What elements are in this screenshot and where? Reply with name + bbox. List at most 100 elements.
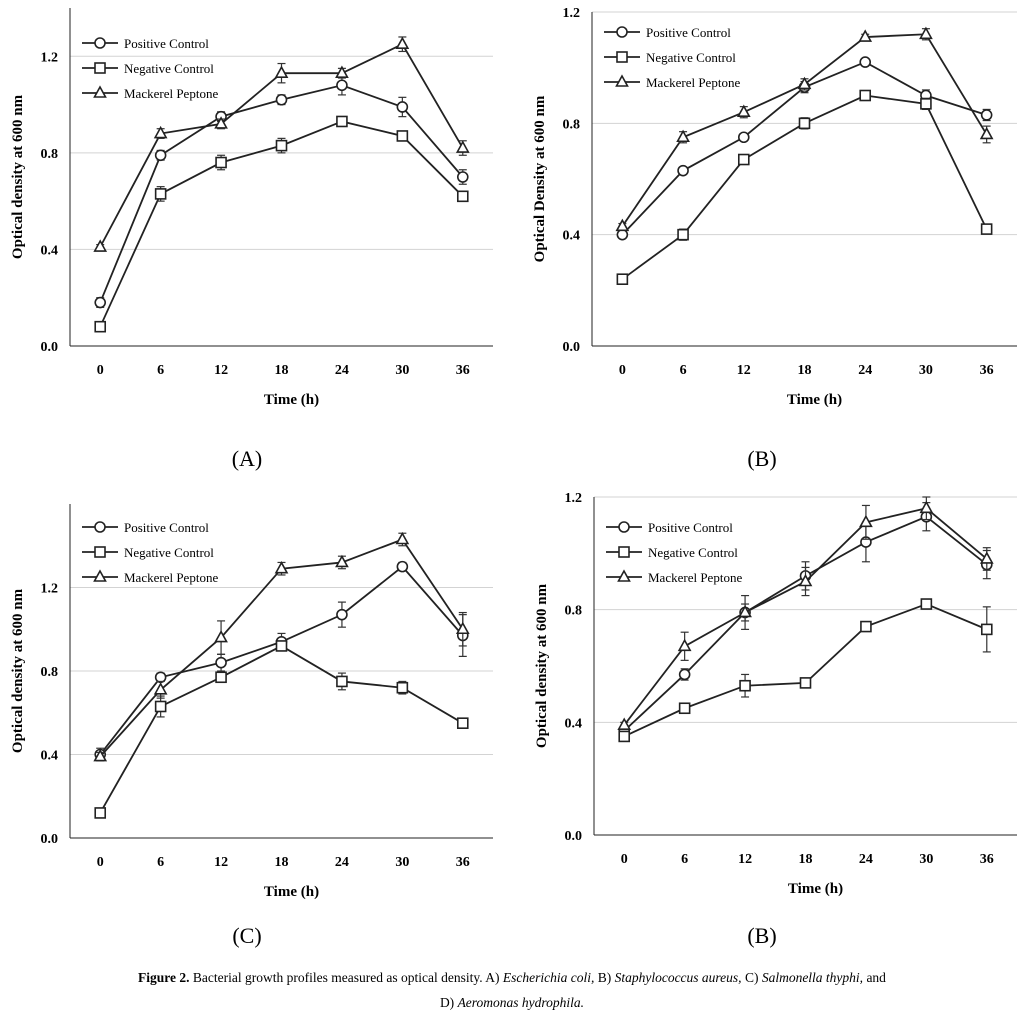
y-tick-label: 0.8 <box>565 604 583 619</box>
figure-caption: Figure 2. Bacterial growth profiles meas… <box>0 965 1024 1015</box>
legend-marker <box>617 569 631 582</box>
y-tick-label: 0.8 <box>41 665 59 680</box>
legend-marker <box>94 521 106 533</box>
y-tick-label: 0.4 <box>41 243 59 258</box>
y-tick-label: 0.0 <box>41 340 59 355</box>
y-tick-label: 1.2 <box>563 6 581 21</box>
data-point <box>154 188 167 200</box>
series-square <box>94 640 469 819</box>
y-tick-label: 0.0 <box>565 829 583 844</box>
data-point <box>153 125 168 139</box>
x-tick-label: 24 <box>335 363 349 378</box>
legend-label: Positive Control <box>646 25 731 40</box>
data-point <box>336 115 348 128</box>
x-tick-label: 12 <box>737 363 751 378</box>
data-point <box>455 621 470 635</box>
x-tick-label: 12 <box>738 852 752 867</box>
legend-label: Mackerel Peptone <box>646 75 740 90</box>
x-tick-label: 18 <box>799 852 813 867</box>
series-triangle <box>93 531 470 762</box>
legend-marker <box>94 546 106 558</box>
data-point <box>153 682 168 695</box>
series-line <box>623 507 988 726</box>
data-point <box>275 93 288 106</box>
caption-text: Bacterial growth profiles measured as op… <box>189 970 503 985</box>
panel-label-c: (C) <box>232 923 262 948</box>
data-point <box>396 681 409 694</box>
data-point <box>919 26 933 40</box>
x-tick-label: 18 <box>798 363 812 378</box>
data-point <box>980 109 993 121</box>
x-tick-label: 30 <box>919 852 933 867</box>
data-point <box>980 223 993 235</box>
caption-organism-a: Escherichia coli, <box>502 970 595 985</box>
panel-label-a: (A) <box>231 446 263 471</box>
legend-marker <box>93 569 107 582</box>
series-line <box>623 603 988 738</box>
x-tick-label: 0 <box>621 852 628 867</box>
x-tick-label: 6 <box>157 855 164 870</box>
data-point <box>335 65 349 78</box>
data-point <box>94 807 107 819</box>
x-tick-label: 36 <box>980 363 994 378</box>
legend-label: Positive Control <box>124 36 209 51</box>
data-point <box>736 104 751 117</box>
y-axis-label: Optical density at 600 nm <box>534 583 550 748</box>
data-point <box>737 153 750 166</box>
legend-marker <box>616 51 628 63</box>
data-point <box>456 190 469 203</box>
series-square <box>94 115 469 333</box>
caption-and: and <box>863 970 886 985</box>
data-point <box>737 131 750 144</box>
data-point <box>678 702 691 715</box>
data-point <box>979 126 994 140</box>
series-circle <box>618 502 993 737</box>
legend-marker <box>94 37 106 49</box>
x-tick-label: 18 <box>275 855 289 870</box>
series-circle <box>94 560 469 762</box>
chart-d: 0.0 0.4 0.8 1.2 0 6 12 18 24 30 36 Time (h) Optical … <box>534 491 1017 897</box>
data-point <box>859 56 872 68</box>
series-triangle <box>615 26 994 232</box>
legend-marker <box>616 26 628 38</box>
chart-c: 0.0 0.4 0.8 1.2 0 6 12 18 24 30 36 Time (h) Optical … <box>10 504 493 900</box>
data-point <box>274 561 289 574</box>
panel-label-d: (B) <box>747 923 777 948</box>
data-point <box>615 218 630 232</box>
data-point <box>979 551 994 564</box>
x-tick-label: 6 <box>157 363 164 378</box>
data-point <box>275 640 288 652</box>
data-point <box>919 500 934 514</box>
x-tick-label: 12 <box>214 855 228 870</box>
data-point <box>677 638 692 652</box>
y-tick-label: 1.2 <box>41 50 59 65</box>
data-point <box>336 608 348 621</box>
data-point <box>980 623 993 636</box>
caption-part-c: C) <box>741 970 762 985</box>
series-circle <box>94 74 469 309</box>
data-point <box>618 730 631 743</box>
series-line <box>99 84 464 303</box>
x-tick-label: 6 <box>681 852 688 867</box>
y-tick-label: 0.4 <box>563 229 581 244</box>
legend-label: Negative Control <box>124 61 214 76</box>
series-square <box>616 89 993 286</box>
data-point <box>676 129 690 143</box>
data-point <box>396 101 409 113</box>
y-tick-label: 0.8 <box>563 117 581 132</box>
caption-part-b: B) <box>594 970 615 985</box>
x-tick-label: 30 <box>395 363 409 378</box>
legend-label: Mackerel Peptone <box>124 86 218 101</box>
x-tick-label: 18 <box>275 363 289 378</box>
panel-label-b: (B) <box>747 446 777 471</box>
x-tick-label: 30 <box>919 363 933 378</box>
data-point <box>920 598 933 610</box>
data-point <box>920 98 932 110</box>
data-point <box>215 671 227 684</box>
x-tick-label: 36 <box>456 363 470 378</box>
data-point <box>274 65 289 78</box>
data-point <box>678 668 691 681</box>
data-point <box>616 228 629 241</box>
chart-a: 0.0 0.4 0.8 1.2 0 6 12 18 24 30 36 Time (h) Optical … <box>10 8 493 408</box>
data-point <box>215 656 227 669</box>
